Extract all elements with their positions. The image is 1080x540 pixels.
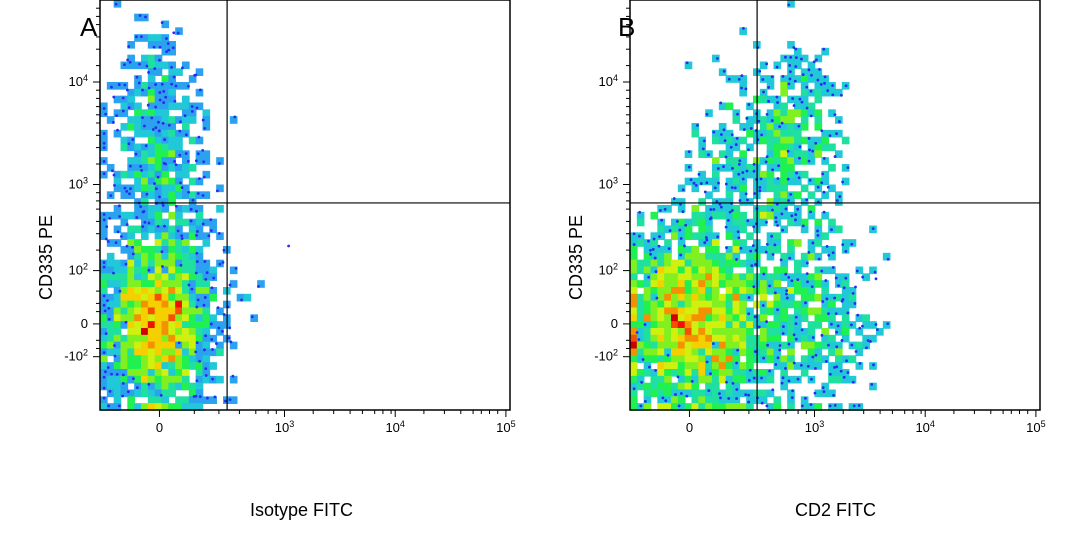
svg-text:0: 0 xyxy=(156,420,163,435)
svg-text:-102: -102 xyxy=(594,348,618,364)
svg-text:-102: -102 xyxy=(64,348,88,364)
panel-b-xlabel: CD2 FITC xyxy=(795,500,876,521)
svg-text:105: 105 xyxy=(1026,419,1045,435)
svg-text:102: 102 xyxy=(69,262,88,278)
density-cells xyxy=(630,0,890,411)
svg-text:104: 104 xyxy=(915,419,934,435)
svg-text:103: 103 xyxy=(69,176,88,192)
density-cells xyxy=(100,0,265,411)
scatter-plot-a: 0103104105-1020102103104 xyxy=(100,0,510,410)
svg-text:0: 0 xyxy=(81,316,88,331)
svg-text:105: 105 xyxy=(496,419,515,435)
svg-text:0: 0 xyxy=(611,316,618,331)
svg-text:104: 104 xyxy=(599,73,618,89)
svg-text:102: 102 xyxy=(599,262,618,278)
panel-a-ylabel: CD335 PE xyxy=(36,215,57,300)
svg-text:104: 104 xyxy=(69,73,88,89)
panel-b-ylabel: CD335 PE xyxy=(566,215,587,300)
scatter-plot-b: 0103104105-1020102103104 xyxy=(630,0,1040,410)
panel-a-label: A xyxy=(80,12,97,43)
svg-text:103: 103 xyxy=(805,419,824,435)
panel-a-xlabel: Isotype FITC xyxy=(250,500,353,521)
svg-text:104: 104 xyxy=(385,419,404,435)
svg-text:0: 0 xyxy=(686,420,693,435)
svg-text:103: 103 xyxy=(275,419,294,435)
figure-root: A B CD335 PE Isotype FITC 0103104105-102… xyxy=(0,0,1080,540)
svg-text:103: 103 xyxy=(599,176,618,192)
